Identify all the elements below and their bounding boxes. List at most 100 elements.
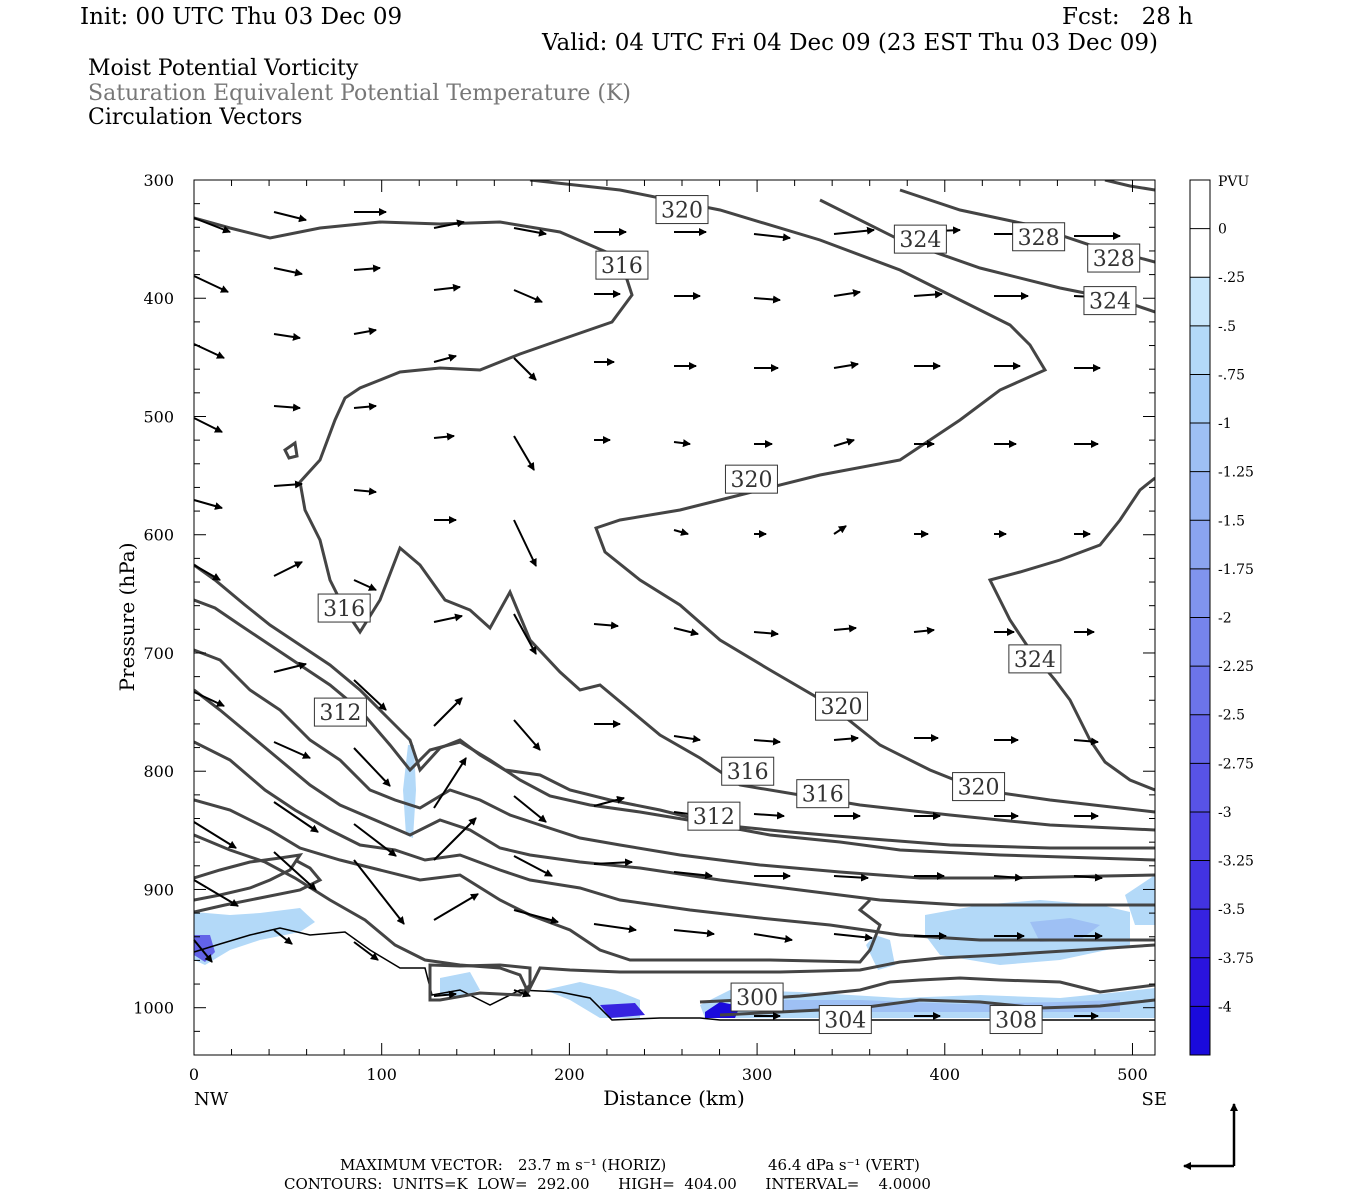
vector-arrow [193,821,237,849]
vector-arrow [193,879,239,907]
contour-label-box [655,195,709,225]
contour-label: 304 [824,1009,866,1034]
colorbar-swatch [1190,277,1210,326]
contour-label: 320 [661,199,703,224]
contour-label-box [1087,243,1141,273]
vector-arrow [273,403,301,412]
colorbar-swatch [1190,714,1210,764]
vector-arrow [673,627,699,637]
contour-label-box [721,756,775,786]
vector-arrow [273,561,303,577]
vector-arrow [433,353,457,363]
vector-arrow [273,332,301,341]
vector-arrow [833,933,873,942]
contour-label: 312 [693,805,735,830]
max-vector-horizontal: 23.7 m s⁻¹ (HORIZ) [518,1156,667,1174]
colorbar-label: -3.25 [1218,854,1254,870]
contour-path [194,853,304,902]
vector-arrow [833,438,855,447]
contour-label: 320 [821,695,863,720]
colorbar-label: -4 [1218,999,1232,1015]
vector-arrow [673,929,715,938]
vector-arrow [513,613,537,655]
vector-arrow [513,289,543,303]
contour-label: 316 [727,760,769,785]
vector-arrow [833,873,869,882]
vector-arrow [193,939,213,963]
contour-path [194,740,1155,942]
vector-arrow [353,823,397,857]
contour-labels: 320 316 324 328 328 324 320 316 312 324 320 316 316 3… [313,195,1141,1035]
vector-arrow [513,435,535,471]
contour-path [719,998,1155,1017]
vector-arrow [433,432,455,441]
vector-arrow [433,817,477,861]
contour-label: 320 [730,468,772,493]
vector-arrow [753,233,791,242]
y-tick-label: 1000 [133,999,174,1018]
vector-arrow [753,629,779,638]
contour-label: 312 [319,701,361,726]
vector-arrow [273,661,307,673]
contour-label: 316 [323,597,365,622]
y-tick-label: 800 [143,762,174,781]
vector-arrow [753,737,781,746]
pv-shading [194,745,1155,1018]
vector-arrow [513,989,531,998]
vector-arrow [273,929,293,945]
pv-area-sfc-2-core [600,1003,645,1018]
x-tick-label: 400 [930,1065,961,1084]
vector-arrow [353,579,377,591]
vector-arrow [433,893,479,921]
vector-arrow [433,697,463,727]
x-axis-title: Distance (km) [603,1086,745,1110]
contour-label-box [796,779,850,809]
contour-label-box [730,982,784,1012]
contour-label-box [1083,286,1137,316]
pv-column [403,745,416,838]
contour-path [194,216,1155,832]
colorbar-swatch [1190,471,1210,521]
colorbar-swatch [1190,228,1210,278]
contour-path [194,598,1155,862]
contour-path [194,798,882,964]
x-end-label-nw: NW [194,1089,229,1110]
thetae-contours [194,180,1155,1017]
vector-arrow [513,519,537,567]
colorbar-swatch [1190,957,1210,1007]
colorbar-swatch [1190,860,1210,910]
colorbar-label: -3 [1218,805,1232,821]
colorbar-swatch [1190,423,1210,472]
colorbar-label: -1.75 [1218,562,1254,578]
colorbar-label: -.75 [1218,367,1245,383]
terrain-line [193,927,1155,1021]
contour-label-box [595,250,649,280]
forecast-hour: Fcst: 28 h [1062,4,1193,30]
contour-label-box [952,772,1006,802]
colorbar-swatch [1190,1006,1210,1055]
vector-arrow [353,859,405,925]
vector-arrow [353,264,381,273]
circulation-vectors [193,208,1121,1020]
x-tick-label: 300 [742,1065,773,1084]
colorbar-label: 0 [1218,222,1227,238]
vector-arrow [593,621,619,630]
x-end-label-se: SE [1142,1089,1167,1110]
contour-path [194,858,323,914]
colorbar-label: -3.5 [1218,902,1245,918]
contour-label-box [1012,222,1066,252]
colorbar-swatch [1190,325,1210,375]
max-vector-label: MAXIMUM VECTOR: [340,1156,503,1174]
pv-area-east [925,900,1130,965]
vector-arrow [193,217,231,234]
max-vector-vertical: 46.4 dPa s⁻¹ (VERT) [768,1156,920,1174]
vector-arrow [593,923,637,933]
pv-area-west [194,908,315,965]
vector-arrow [913,290,943,299]
contour-label-box [687,801,741,831]
contour-label: 308 [995,1009,1037,1034]
vector-arrow [673,528,689,536]
vector-arrow [593,858,633,867]
colorbar-label: -2.75 [1218,756,1254,772]
